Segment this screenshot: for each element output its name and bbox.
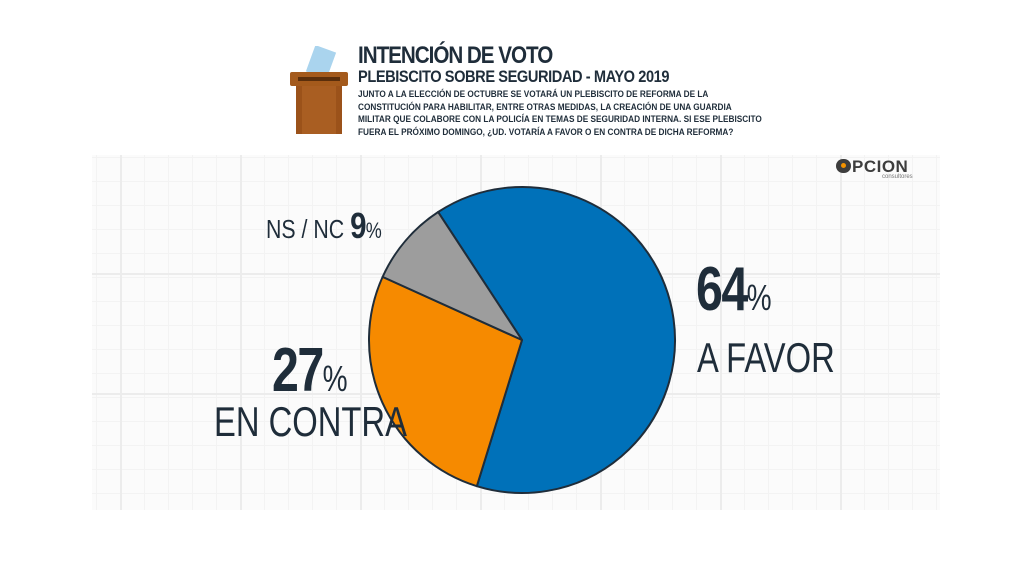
pie-slice-en-contra (368, 275, 523, 488)
favor-percentage: 64% (696, 254, 772, 325)
nsnc-label: NS / NC 9% (266, 205, 382, 247)
favor-label: A FAVOR (697, 334, 835, 381)
contra-label: EN CONTRA (214, 398, 407, 445)
contra-percent-sign: % (322, 358, 348, 399)
logo-o-icon (836, 159, 851, 173)
pie-slice-a-favor (437, 186, 676, 494)
nsnc-text: NS / NC (266, 214, 345, 244)
nsnc-value: 9 (350, 205, 366, 246)
pie-slice-ns-nc (381, 211, 523, 341)
contra-percentage: 27% (272, 335, 348, 406)
chart-title: INTENCIÓN DE VOTO (358, 42, 553, 69)
logo-wordmark: PCION (836, 157, 908, 177)
logo-subtitle: consultores (882, 174, 913, 180)
logo-name: PCION (852, 157, 909, 176)
contra-value: 27 (272, 336, 324, 405)
ballot-box-icon (290, 46, 348, 134)
favor-value: 64 (696, 255, 748, 324)
nsnc-percent-sign: % (365, 218, 382, 243)
chart-header: INTENCIÓN DE VOTO PLEBISCITO SOBRE SEGUR… (288, 42, 778, 142)
favor-percent-sign: % (746, 277, 772, 318)
opcion-logo: PCION consultores (836, 157, 916, 181)
chart-subtitle: PLEBISCITO SOBRE SEGURIDAD - MAYO 2019 (358, 67, 670, 86)
survey-question: JUNTO A LA ELECCIÓN DE OCTUBRE SE VOTARÁ… (358, 89, 762, 138)
